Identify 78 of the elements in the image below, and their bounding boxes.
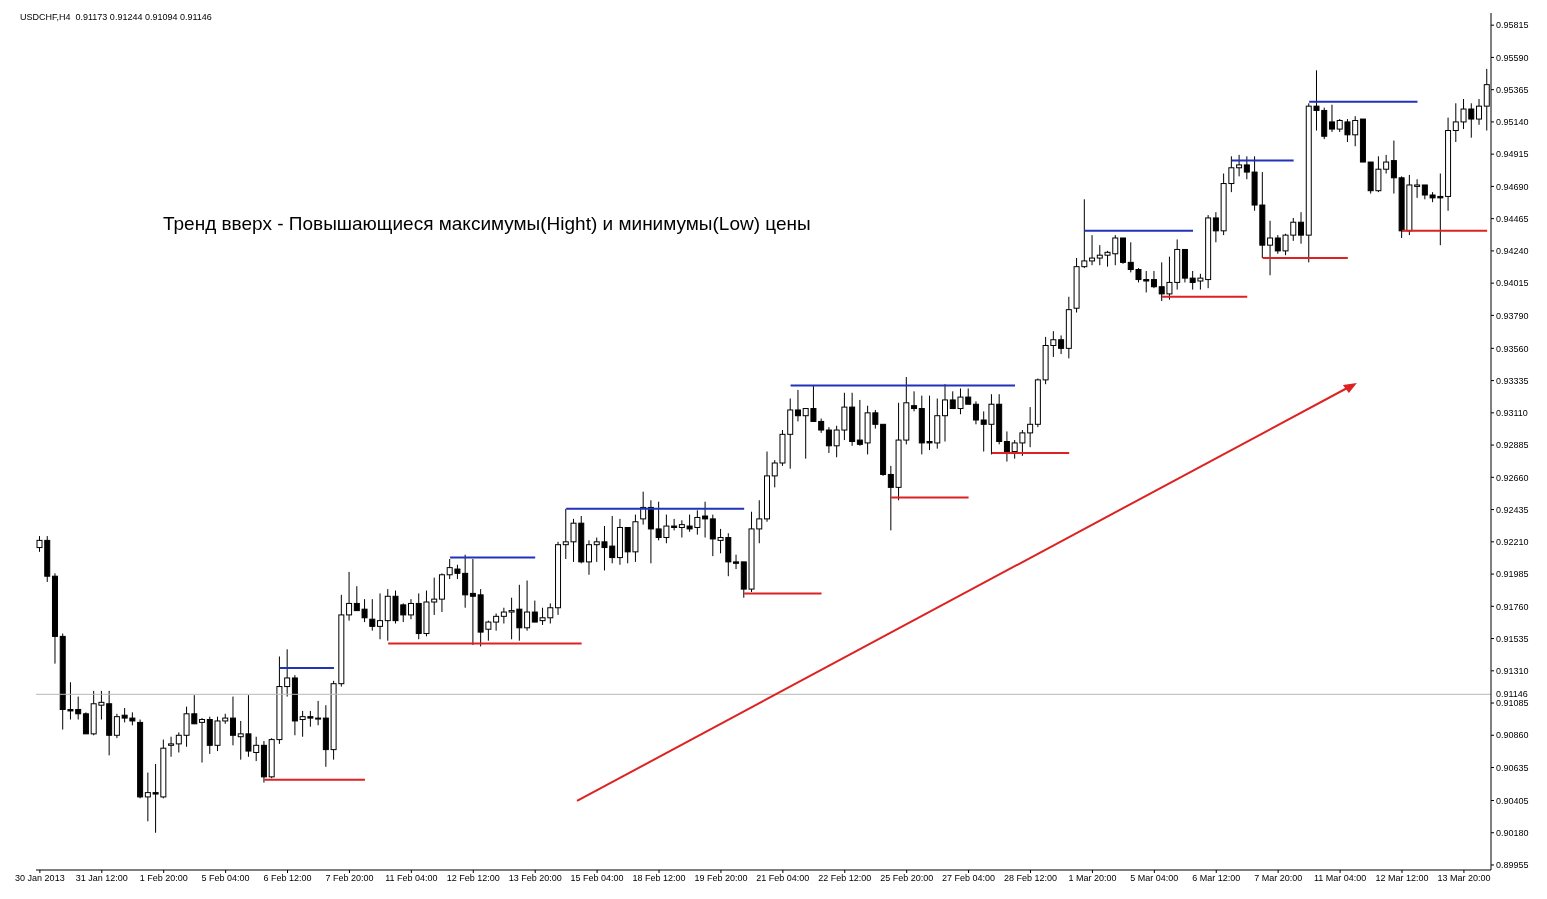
candlestick xyxy=(1267,220,1274,276)
chart-title: USDCHF,H4 0.91173 0.91244 0.91094 0.91146 xyxy=(20,12,212,22)
x-tick-label: 5 Mar 04:00 xyxy=(1130,873,1179,884)
annotation: Тренд вверх - Повышающиеся максимумы(Hight) и минимумы(Low) цены xyxy=(163,213,811,235)
candlestick xyxy=(972,400,979,425)
y-tick-label: 0.90180 xyxy=(1496,827,1529,838)
y-tick-label: 0.92885 xyxy=(1496,440,1529,451)
y-tick-label: 0.95815 xyxy=(1496,20,1529,31)
candlestick xyxy=(377,592,384,640)
y-tick-label: 0.94690 xyxy=(1496,181,1529,192)
candlestick xyxy=(1089,234,1096,266)
candlestick xyxy=(369,598,376,632)
y-tick-label: 0.91535 xyxy=(1496,633,1529,644)
candlestick xyxy=(1003,430,1010,463)
candlestick xyxy=(1476,98,1483,126)
y-tick-label: 0.94465 xyxy=(1496,213,1529,224)
candlestick xyxy=(229,696,236,746)
x-tick-label: 12 Mar 12:00 xyxy=(1375,873,1429,884)
y-tick-label: 0.93790 xyxy=(1496,310,1529,321)
y-tick-label: 0.90860 xyxy=(1496,730,1529,741)
y-tick-label: 0.91310 xyxy=(1496,665,1529,676)
x-tick-label: 6 Feb 12:00 xyxy=(263,873,312,884)
x-tick-label: 27 Feb 04:00 xyxy=(942,873,996,884)
candlestick xyxy=(733,554,740,570)
x-tick-label: 1 Feb 20:00 xyxy=(139,873,188,884)
y-tick-label: 0.91085 xyxy=(1496,698,1529,709)
y-tick-label: 0.92660 xyxy=(1496,472,1529,483)
y-tick-label: 0.93560 xyxy=(1496,343,1529,354)
y-tick-label: 0.92210 xyxy=(1496,537,1529,548)
candlestick xyxy=(794,389,801,422)
x-tick-label: 11 Mar 04:00 xyxy=(1313,873,1367,884)
y-tick-label: 0.93335 xyxy=(1496,375,1529,386)
x-tick-label: 18 Feb 12:00 xyxy=(632,873,686,884)
x-tick-label: 7 Mar 20:00 xyxy=(1254,873,1303,884)
y-tick-label: 0.94915 xyxy=(1496,149,1529,160)
ref-line-label: 0.91146 xyxy=(1496,689,1528,700)
x-tick-label: 30 Jan 2013 xyxy=(15,873,65,884)
candlestick xyxy=(942,383,949,442)
x-tick-label: 7 Feb 20:00 xyxy=(325,873,374,884)
y-tick-label: 0.93110 xyxy=(1496,408,1528,419)
candlestick xyxy=(1298,211,1305,245)
candlestick xyxy=(168,736,175,758)
candlestick xyxy=(586,539,592,576)
candlestick xyxy=(82,711,89,735)
x-tick-label: 13 Feb 20:00 xyxy=(508,873,562,884)
x-tick-label: 15 Feb 04:00 xyxy=(570,873,624,884)
candlestick xyxy=(199,717,206,764)
x-tick-label: 31 Jan 12:00 xyxy=(75,873,128,884)
x-tick-label: 11 Feb 04:00 xyxy=(385,873,438,884)
y-tick-label: 0.94240 xyxy=(1496,246,1529,257)
y-tick-label: 0.95140 xyxy=(1496,117,1529,128)
candlestick xyxy=(911,390,918,412)
y-tick-label: 0.90405 xyxy=(1496,795,1529,806)
candlestick xyxy=(346,571,353,622)
x-tick-label: 22 Feb 12:00 xyxy=(818,873,872,884)
candlestick xyxy=(702,501,709,539)
x-tick-label: 21 Feb 04:00 xyxy=(756,873,810,884)
candlestick xyxy=(1150,270,1157,289)
x-tick-label: 6 Mar 12:00 xyxy=(1192,873,1241,884)
y-tick-label: 0.95590 xyxy=(1496,52,1529,63)
x-tick-label: 25 Feb 20:00 xyxy=(880,873,934,884)
candlestick xyxy=(407,598,414,620)
x-tick-label: 13 Mar 20:00 xyxy=(1437,873,1491,884)
y-tick-label: 0.91985 xyxy=(1496,569,1529,580)
y-tick-label: 0.94015 xyxy=(1496,278,1529,289)
y-tick-label: 0.90635 xyxy=(1496,762,1529,773)
candlestick xyxy=(1328,104,1335,133)
x-tick-label: 28 Feb 12:00 xyxy=(1003,873,1058,884)
y-tick-label: 0.92435 xyxy=(1496,504,1529,515)
candlestick xyxy=(825,426,832,454)
x-tick-label: 5 Feb 04:00 xyxy=(201,873,250,884)
y-tick-label: 0.95365 xyxy=(1496,84,1529,95)
y-tick-label: 0.89955 xyxy=(1496,860,1529,871)
y-tick-label: 0.91760 xyxy=(1496,601,1529,612)
x-tick-label: 12 Feb 12:00 xyxy=(446,873,500,884)
x-tick-label: 1 Mar 20:00 xyxy=(1068,873,1117,884)
candlestick xyxy=(524,580,531,632)
x-tick-label: 19 Feb 20:00 xyxy=(694,873,748,884)
